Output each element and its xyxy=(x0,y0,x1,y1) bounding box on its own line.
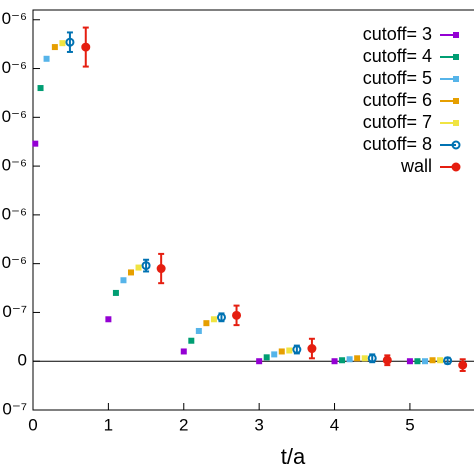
point xyxy=(59,40,66,47)
point xyxy=(232,310,242,320)
legend-marker xyxy=(451,140,461,150)
point xyxy=(135,264,142,271)
point xyxy=(37,85,44,92)
x-tick-label: 2 xyxy=(179,415,188,434)
y-tick-label: 0⁻⁶ xyxy=(2,58,27,77)
point xyxy=(105,316,112,323)
x-tick-label: 5 xyxy=(405,415,414,434)
point xyxy=(361,355,368,362)
point xyxy=(65,37,75,47)
point xyxy=(43,55,50,62)
legend-label: wall xyxy=(400,156,432,176)
point xyxy=(443,356,453,366)
point xyxy=(414,358,421,365)
point xyxy=(346,356,353,363)
legend-marker xyxy=(451,162,461,172)
legend-label: cutoff= 5 xyxy=(363,68,432,88)
point xyxy=(271,351,278,358)
point xyxy=(458,360,468,370)
legend-marker xyxy=(453,32,459,38)
y-tick-label: 0⁻⁶ xyxy=(2,9,27,28)
y-tick-label: 0⁻⁶ xyxy=(2,253,27,272)
x-axis-label: t/a xyxy=(281,444,306,469)
x-tick-label: 4 xyxy=(330,415,339,434)
point xyxy=(367,353,377,363)
point xyxy=(331,358,338,365)
point xyxy=(32,140,39,147)
point xyxy=(278,348,285,355)
legend-label: cutoff= 3 xyxy=(363,24,432,44)
y-tick-label: 0⁻⁶ xyxy=(2,156,27,175)
plot-frame xyxy=(32,9,474,411)
point xyxy=(203,320,210,327)
point xyxy=(156,264,166,274)
legend-marker xyxy=(453,98,459,104)
point xyxy=(141,261,151,271)
x-tick-label: 0 xyxy=(28,415,37,434)
y-tick-label: 0⁻⁶ xyxy=(2,107,27,126)
point xyxy=(339,357,346,364)
point xyxy=(51,44,58,51)
point xyxy=(263,354,270,361)
point xyxy=(307,344,317,354)
legend-label: cutoff= 7 xyxy=(363,112,432,132)
point xyxy=(429,357,436,364)
point xyxy=(112,289,119,296)
point xyxy=(216,312,226,322)
legend-label: cutoff= 8 xyxy=(363,134,432,154)
point xyxy=(81,42,91,52)
point xyxy=(286,347,293,354)
point xyxy=(256,358,263,365)
point xyxy=(210,316,217,323)
point xyxy=(180,348,187,355)
y-tick-label: 0 xyxy=(18,351,27,370)
point xyxy=(120,277,127,284)
legend-marker xyxy=(453,76,459,82)
x-tick-label: 1 xyxy=(104,415,113,434)
point xyxy=(406,358,413,365)
y-tick-label: 0⁻⁷ xyxy=(2,302,27,321)
point xyxy=(128,269,134,276)
legend-marker xyxy=(453,120,459,126)
point xyxy=(292,345,302,355)
legend-label: cutoff= 4 xyxy=(363,46,432,66)
x-tick-label: 3 xyxy=(254,415,263,434)
point xyxy=(382,355,392,365)
point xyxy=(437,357,444,364)
point xyxy=(188,337,195,344)
point xyxy=(354,355,361,362)
point xyxy=(422,358,428,365)
legend-marker xyxy=(453,54,459,60)
y-tick-label: 0⁻⁶ xyxy=(2,204,27,223)
point xyxy=(195,327,202,334)
y-tick-label: 0⁻⁷ xyxy=(2,399,27,418)
legend-label: cutoff= 6 xyxy=(363,90,432,110)
